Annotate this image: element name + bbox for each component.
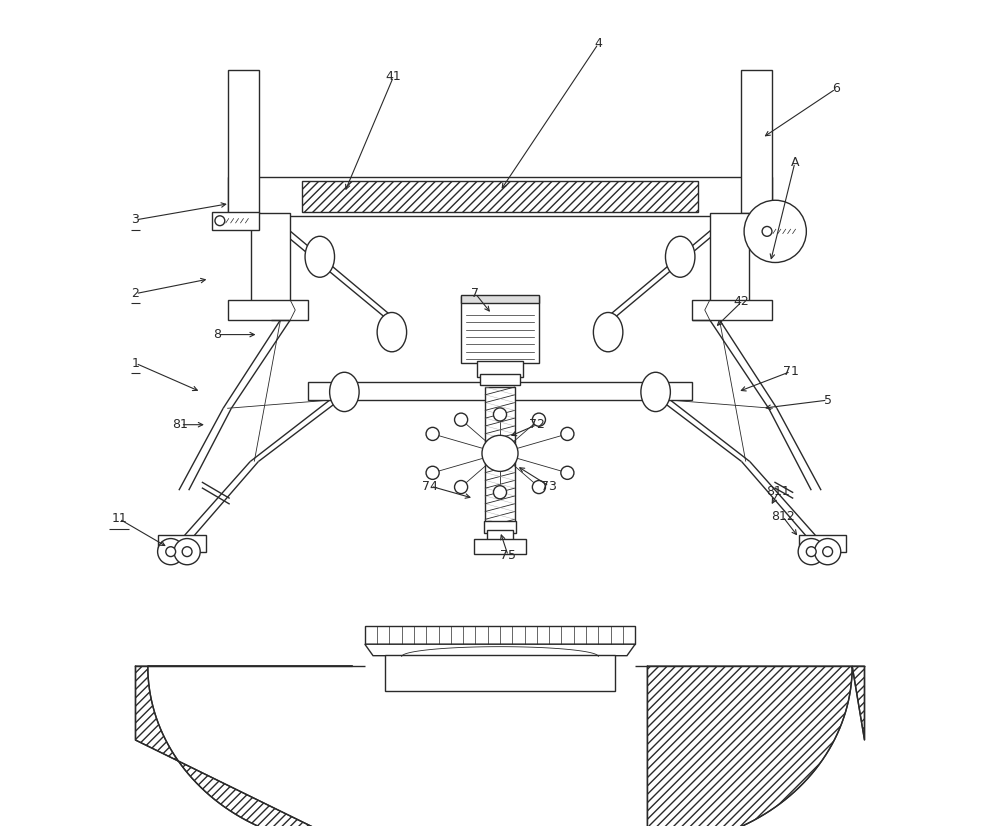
- Text: 75: 75: [500, 549, 516, 562]
- Bar: [484, 521, 516, 533]
- Circle shape: [561, 427, 574, 441]
- Text: 3: 3: [132, 213, 139, 227]
- Ellipse shape: [641, 372, 670, 412]
- Ellipse shape: [305, 237, 335, 277]
- Bar: [692, 300, 772, 320]
- Polygon shape: [647, 666, 865, 833]
- Polygon shape: [365, 644, 635, 656]
- Text: 6: 6: [832, 82, 840, 95]
- Bar: [228, 300, 308, 320]
- Bar: [302, 181, 698, 212]
- Circle shape: [823, 546, 833, 556]
- Circle shape: [215, 216, 225, 226]
- Bar: [228, 70, 259, 213]
- Circle shape: [762, 227, 772, 237]
- Text: 81: 81: [173, 418, 188, 431]
- Text: 8: 8: [213, 328, 221, 341]
- Circle shape: [744, 200, 806, 262]
- Bar: [487, 530, 513, 541]
- Bar: [741, 70, 772, 213]
- Circle shape: [806, 546, 816, 556]
- Circle shape: [426, 466, 439, 479]
- Circle shape: [455, 481, 468, 494]
- Bar: [365, 626, 635, 644]
- Bar: [385, 655, 615, 691]
- Circle shape: [532, 413, 545, 426]
- Bar: [477, 361, 523, 377]
- Bar: [480, 374, 520, 386]
- Circle shape: [158, 539, 184, 565]
- Text: 7: 7: [471, 287, 479, 300]
- Text: 42: 42: [734, 296, 750, 308]
- Text: 4: 4: [594, 37, 602, 50]
- Text: 2: 2: [132, 287, 139, 300]
- Circle shape: [532, 481, 545, 494]
- Bar: [158, 536, 206, 551]
- Bar: [461, 296, 539, 363]
- Circle shape: [482, 436, 518, 471]
- Circle shape: [455, 413, 468, 426]
- Circle shape: [561, 466, 574, 479]
- Circle shape: [493, 408, 507, 421]
- Ellipse shape: [665, 237, 695, 277]
- Bar: [474, 539, 526, 554]
- Ellipse shape: [377, 312, 407, 352]
- Text: 71: 71: [783, 365, 799, 378]
- Text: 5: 5: [824, 394, 832, 407]
- Bar: [228, 177, 772, 216]
- Ellipse shape: [593, 312, 623, 352]
- Text: 811: 811: [767, 486, 790, 498]
- Bar: [251, 213, 290, 303]
- Text: A: A: [791, 156, 799, 169]
- Text: 812: 812: [771, 510, 794, 523]
- Bar: [308, 382, 692, 400]
- Circle shape: [493, 486, 507, 499]
- Circle shape: [166, 546, 176, 556]
- Text: 1: 1: [132, 357, 139, 370]
- Text: 74: 74: [422, 480, 438, 492]
- Polygon shape: [135, 666, 353, 833]
- Circle shape: [182, 546, 192, 556]
- Bar: [212, 212, 259, 230]
- Bar: [461, 295, 539, 303]
- Text: 73: 73: [541, 480, 557, 492]
- Bar: [710, 213, 749, 303]
- Circle shape: [798, 539, 824, 565]
- Bar: [485, 387, 515, 527]
- Text: 41: 41: [386, 70, 401, 83]
- Bar: [799, 536, 846, 551]
- Circle shape: [426, 427, 439, 441]
- Ellipse shape: [330, 372, 359, 412]
- Text: 11: 11: [111, 512, 127, 526]
- Circle shape: [174, 539, 200, 565]
- Text: 72: 72: [529, 418, 545, 431]
- Circle shape: [815, 539, 841, 565]
